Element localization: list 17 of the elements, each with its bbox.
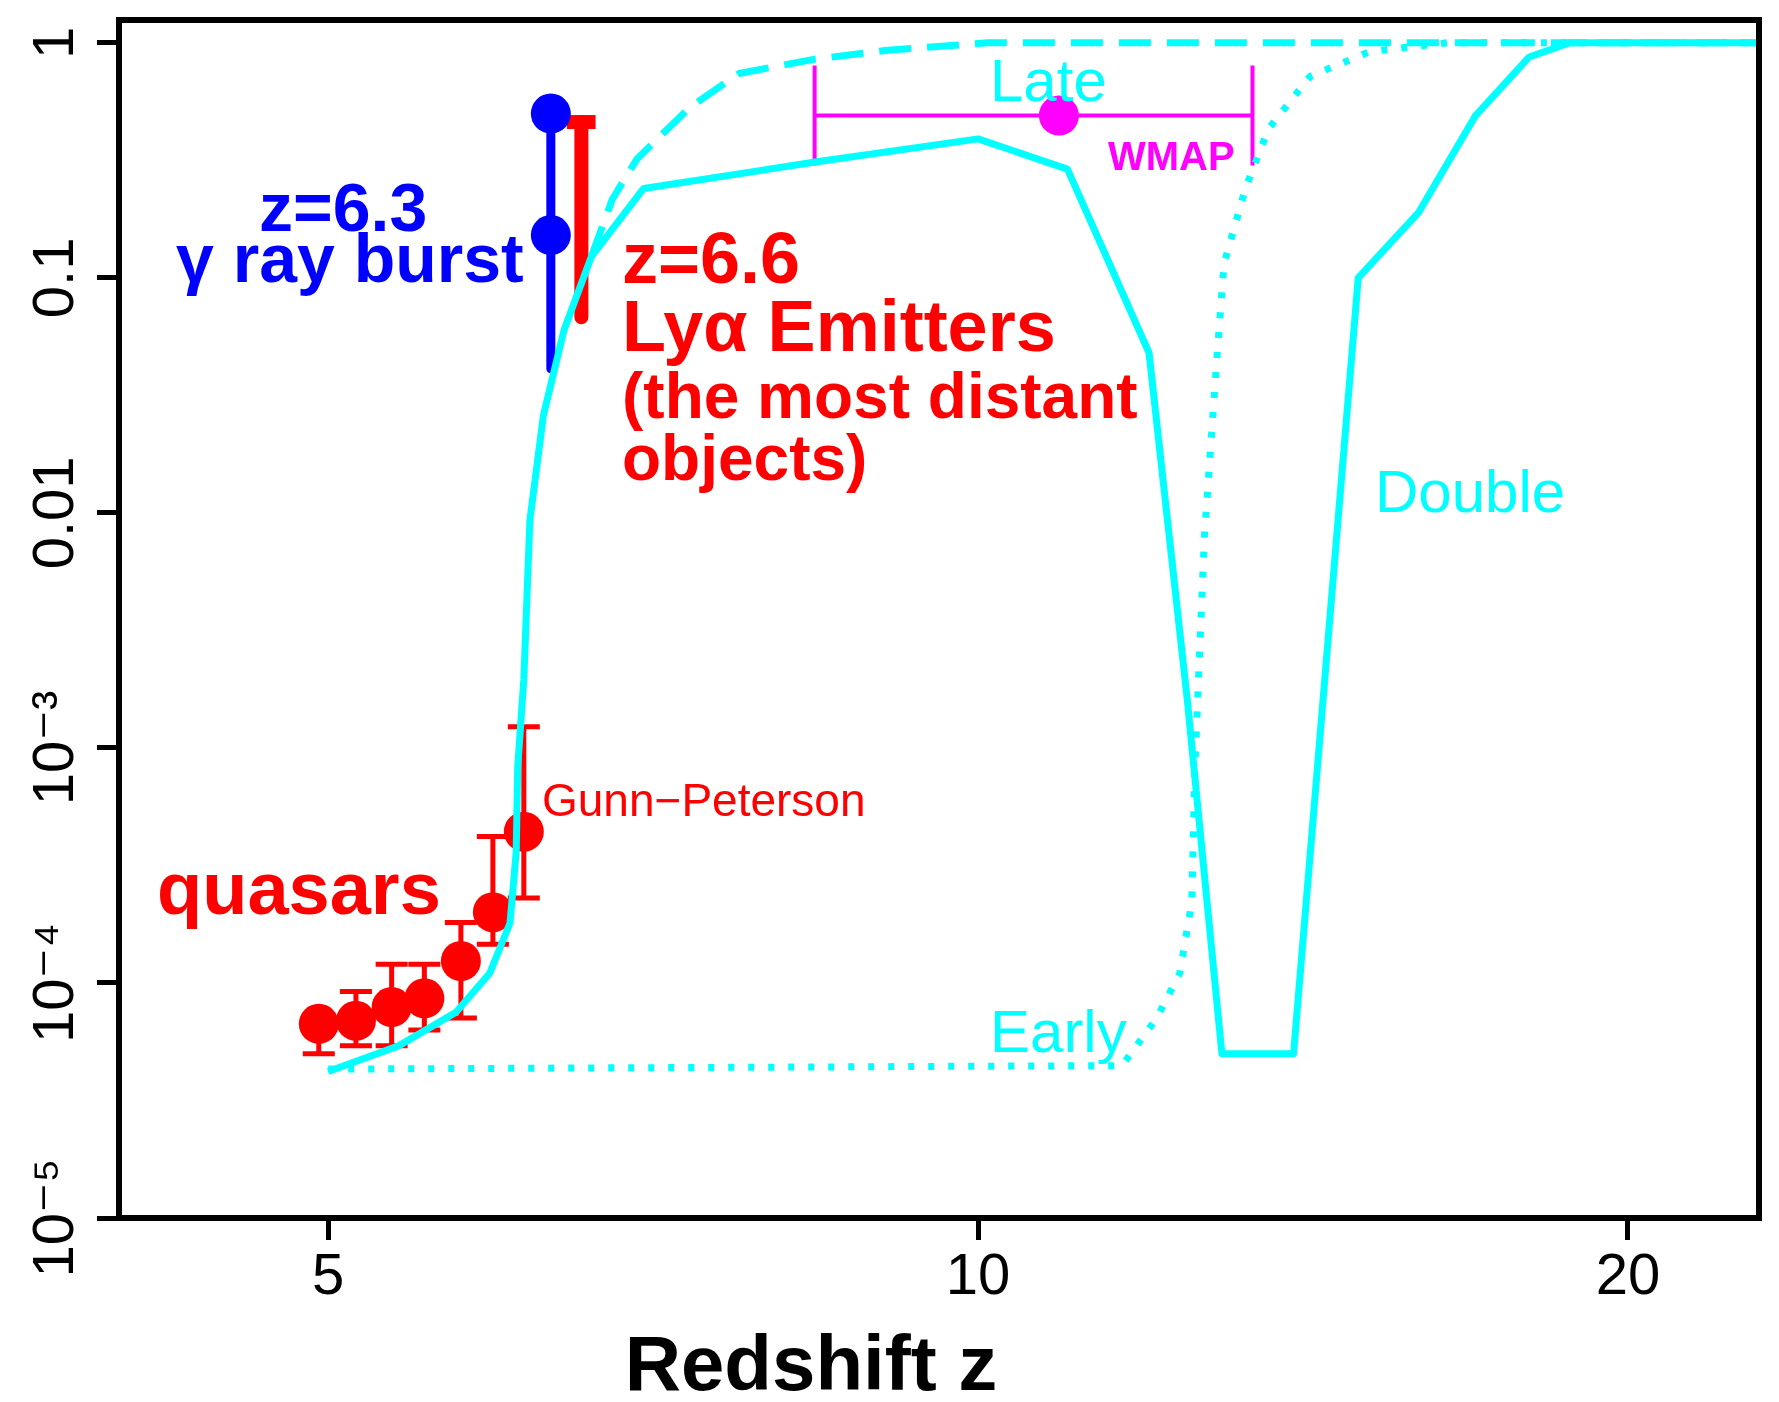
y-tick-label: 10⁻⁴ — [20, 922, 85, 1043]
y-tick-label: 1 — [20, 26, 85, 59]
x-tick-label: 20 — [1595, 1241, 1661, 1306]
annotation: Gunn−Peterson — [542, 773, 866, 826]
annotation: Double — [1375, 457, 1566, 525]
x-axis-title: Redshift z — [624, 1318, 998, 1402]
annotation: WMAP — [1108, 134, 1235, 179]
y-tick-label: 10⁻⁵ — [20, 1158, 85, 1278]
annotation: quasars — [157, 847, 441, 931]
y-tick-label: 0.1 — [20, 237, 85, 319]
y-tick-label: 0.01 — [20, 456, 85, 570]
annotation: Late — [990, 46, 1107, 114]
y-tick-label: 10⁻³ — [20, 690, 85, 806]
annotation: z=6.6 — [622, 217, 801, 298]
x-tick-label: 5 — [312, 1241, 345, 1306]
annotation: Early — [990, 997, 1127, 1065]
x-tick-label: 10 — [945, 1241, 1011, 1306]
